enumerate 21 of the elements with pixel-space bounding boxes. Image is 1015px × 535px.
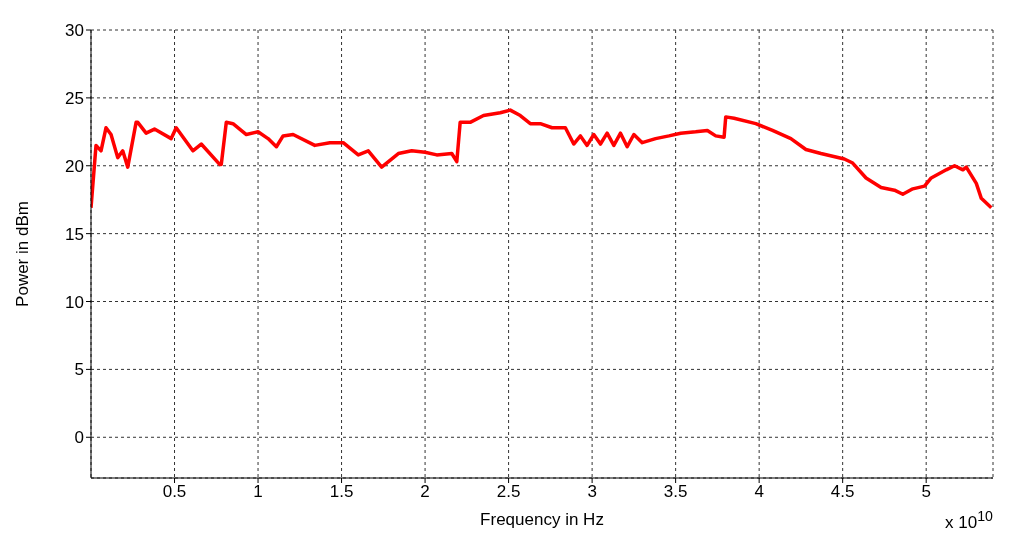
x-axis-title: Frequency in Hz: [480, 510, 604, 529]
text: x 10$^{10}$: [945, 508, 993, 533]
x-tick-label: 0.5: [162, 482, 187, 502]
x-tick-label: 2: [420, 482, 430, 502]
y-tick-label: 5: [74, 360, 84, 380]
x-tick-label: 1: [253, 482, 263, 502]
y-tick-label: 30: [65, 21, 84, 41]
x-tick-label: 1.5: [329, 482, 354, 502]
x-tick-label: 4.5: [830, 482, 855, 502]
y-tick-label: 10: [65, 292, 84, 312]
y-tick-label: 20: [65, 156, 84, 176]
x-tick-label: 3: [587, 482, 597, 502]
x-tick-label: 4: [754, 482, 764, 502]
x-tick-label: 3.5: [663, 482, 688, 502]
y-axis-title: Power in dBm: [13, 201, 33, 307]
y-tick-label: 25: [65, 88, 84, 108]
x-tick-label: 5: [921, 482, 931, 502]
y-tick-label: 15: [65, 224, 84, 244]
x-tick-label: 2.5: [496, 482, 521, 502]
line-series: [91, 108, 993, 210]
y-tick-label: 0: [74, 428, 84, 448]
